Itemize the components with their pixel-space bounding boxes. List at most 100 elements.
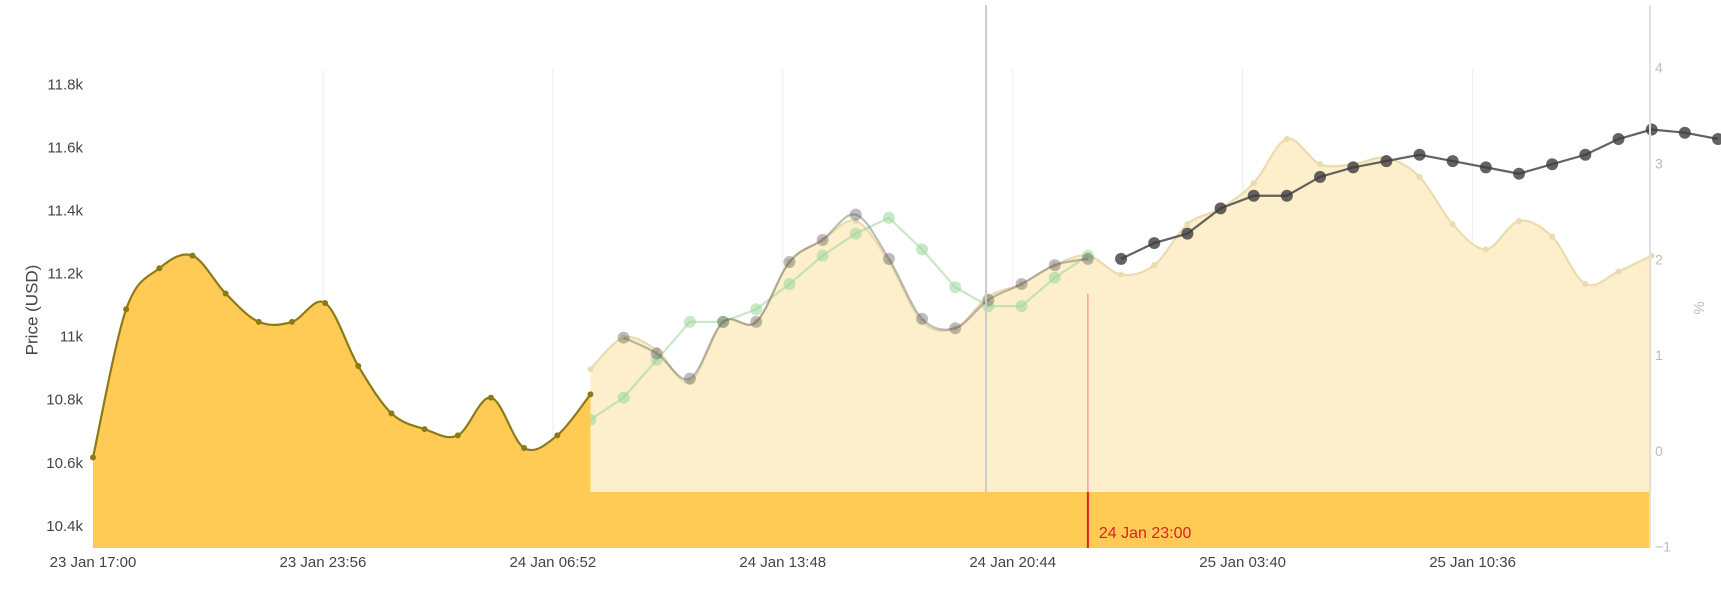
point (882, 252, 895, 265)
y2-tick-label: 4 (1655, 60, 1663, 76)
point (885, 258, 892, 265)
point (1579, 148, 1592, 161)
point (1582, 281, 1589, 288)
point (816, 249, 829, 262)
point (849, 227, 862, 240)
point (1645, 123, 1658, 136)
point (1118, 271, 1125, 278)
point (916, 243, 929, 256)
point (1449, 221, 1456, 228)
point (852, 217, 859, 224)
point (1516, 217, 1523, 224)
point (1081, 252, 1094, 265)
point (882, 211, 895, 224)
point (650, 353, 663, 366)
point (1380, 155, 1393, 168)
point (1712, 133, 1721, 146)
point (255, 318, 262, 325)
point (1612, 133, 1625, 146)
point (1247, 189, 1260, 202)
x-tick-label: 24 Jan 20:44 (969, 554, 1056, 571)
annotation-label: 24 Jan 23:00 (1099, 525, 1192, 542)
x-tick-label: 23 Jan 17:00 (50, 554, 137, 571)
point (620, 334, 627, 341)
point (717, 315, 730, 328)
point (949, 322, 962, 335)
point (521, 445, 528, 452)
point (322, 299, 329, 306)
point (587, 366, 594, 373)
point (750, 303, 763, 316)
y-tick-label: 11.8k (47, 76, 83, 93)
point (156, 265, 163, 272)
point (388, 410, 395, 417)
point (1280, 189, 1293, 202)
point (1615, 268, 1622, 275)
point (1479, 161, 1492, 174)
point (1151, 262, 1158, 269)
area (93, 254, 591, 548)
point (916, 312, 929, 325)
point (617, 331, 630, 344)
point (683, 372, 696, 385)
point (454, 432, 461, 439)
y-tick-label: 10.8k (46, 392, 83, 409)
point (783, 255, 796, 268)
y2-tick-label: 3 (1655, 156, 1663, 172)
point (222, 290, 229, 297)
point (686, 378, 693, 385)
point (783, 278, 796, 291)
point (355, 363, 362, 370)
point (1446, 155, 1459, 168)
point (1051, 262, 1058, 269)
point (819, 236, 826, 243)
point (919, 318, 926, 325)
point (288, 318, 295, 325)
y-tick-label: 10.4k (46, 518, 83, 535)
point (1347, 161, 1360, 174)
point (1416, 173, 1423, 180)
y2-tick-label: −1 (1655, 539, 1671, 555)
point (1250, 180, 1257, 187)
point (189, 252, 196, 259)
y-tick-label: 11k (60, 329, 84, 346)
point (1413, 148, 1426, 161)
point (786, 258, 793, 265)
point (717, 315, 730, 328)
point (1283, 136, 1290, 143)
point (1018, 281, 1025, 288)
point (1317, 161, 1324, 168)
y2-axis-title: % (1691, 301, 1708, 314)
x-tick-label: 24 Jan 06:52 (509, 554, 596, 571)
x-tick-label: 25 Jan 10:36 (1429, 554, 1516, 571)
point (1678, 126, 1691, 139)
point (1015, 278, 1028, 291)
line (589, 216, 1089, 421)
y-tick-label: 10.6k (46, 455, 83, 472)
area (590, 138, 1652, 492)
point (949, 281, 962, 294)
point (753, 318, 760, 325)
point (982, 293, 995, 306)
point (90, 454, 96, 461)
point (650, 347, 663, 360)
point (750, 315, 763, 328)
point (816, 233, 829, 246)
point (952, 325, 959, 332)
point (1184, 221, 1191, 228)
point (421, 426, 428, 433)
y-tick-label: 11.2k (47, 266, 83, 283)
point (1546, 158, 1559, 171)
point (1115, 252, 1128, 265)
y-tick-label: 11.6k (47, 139, 83, 156)
point (1549, 233, 1556, 240)
point (1482, 246, 1489, 253)
point (1314, 170, 1327, 183)
point (123, 306, 130, 313)
y2-tick-label: 1 (1655, 347, 1663, 363)
point (1513, 167, 1526, 180)
point (1048, 259, 1061, 272)
point (487, 394, 494, 401)
